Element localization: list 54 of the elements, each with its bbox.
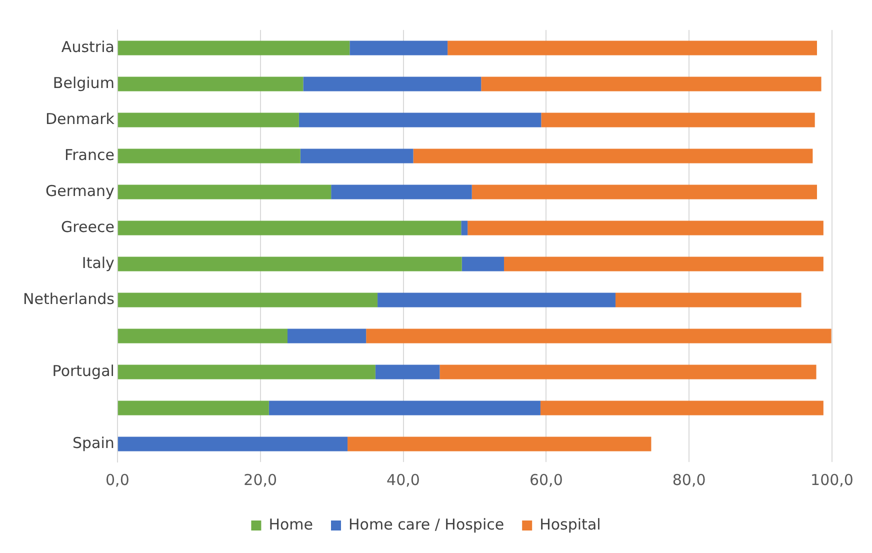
x-tick-label: 0,0 bbox=[106, 470, 130, 489]
bar bbox=[472, 184, 817, 200]
bar bbox=[504, 256, 824, 272]
x-tick-label: 80,0 bbox=[672, 470, 706, 489]
bar bbox=[300, 148, 414, 164]
x-tick-label: 100,0 bbox=[810, 470, 854, 489]
bar bbox=[540, 400, 824, 416]
bar bbox=[348, 436, 652, 452]
bar bbox=[541, 112, 815, 128]
bar bbox=[378, 292, 616, 308]
y-tick-label: Austria bbox=[61, 38, 114, 56]
bar bbox=[440, 364, 816, 380]
y-tick-label: Germany bbox=[45, 182, 115, 200]
y-tick-label: Denmark bbox=[45, 110, 115, 128]
x-tick-label: 40,0 bbox=[386, 470, 420, 489]
bar bbox=[118, 328, 288, 344]
bar bbox=[118, 76, 304, 92]
legend-label: Home care / Hospice bbox=[348, 515, 504, 534]
x-tick-label: 60,0 bbox=[529, 470, 563, 489]
bar bbox=[303, 76, 482, 92]
bar bbox=[615, 292, 802, 308]
bar bbox=[462, 256, 504, 272]
bar bbox=[288, 328, 366, 344]
bar bbox=[118, 148, 300, 164]
bar bbox=[118, 112, 299, 128]
bar bbox=[118, 256, 462, 272]
bar bbox=[468, 220, 824, 236]
bar bbox=[331, 184, 472, 200]
bar bbox=[118, 364, 376, 380]
bar bbox=[461, 220, 468, 236]
y-tick-label: Belgium bbox=[52, 74, 114, 92]
x-tick-label: 20,0 bbox=[244, 470, 278, 489]
bar bbox=[413, 148, 813, 164]
bar bbox=[118, 292, 378, 308]
y-tick-label: Italy bbox=[82, 254, 115, 272]
bar bbox=[366, 328, 832, 344]
bar bbox=[448, 40, 817, 56]
bar bbox=[298, 112, 542, 128]
bar bbox=[350, 40, 448, 56]
bar bbox=[118, 40, 350, 56]
bar bbox=[118, 220, 462, 236]
legend-label: Home bbox=[268, 515, 313, 534]
y-tick-label: France bbox=[64, 146, 114, 164]
legend-label: Hospital bbox=[540, 515, 601, 534]
y-tick-label: Greece bbox=[61, 218, 114, 236]
bar bbox=[118, 184, 332, 200]
bar bbox=[118, 400, 269, 416]
y-tick-label: Spain bbox=[72, 434, 114, 452]
bar bbox=[268, 400, 540, 416]
y-tick-label: Portugal bbox=[52, 362, 114, 380]
bar bbox=[481, 76, 822, 92]
bar bbox=[375, 364, 440, 380]
bar bbox=[118, 436, 348, 452]
y-tick-label: Netherlands bbox=[23, 290, 115, 308]
